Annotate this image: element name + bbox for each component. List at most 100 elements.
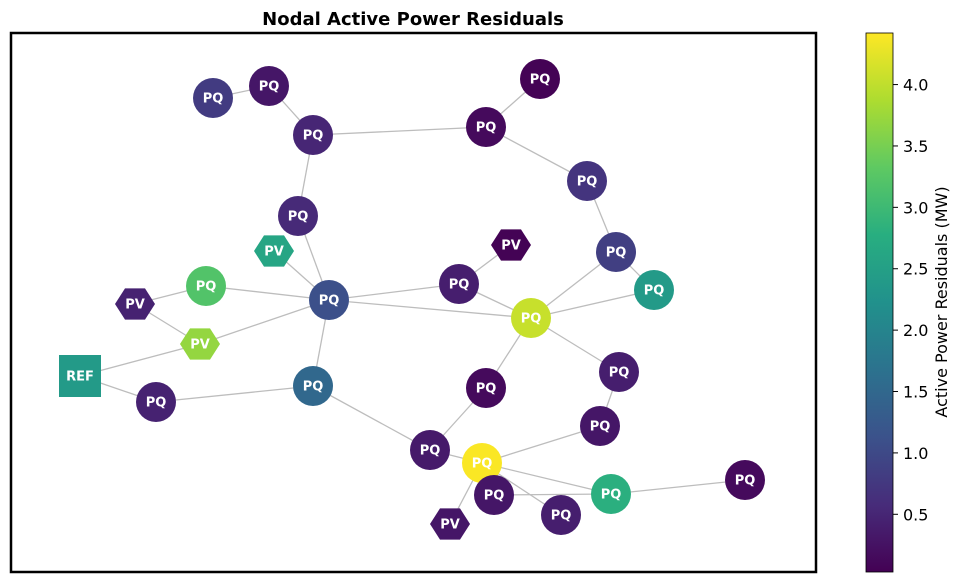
node-marker [580,406,620,446]
edge-n20-n24 [312,385,431,451]
node-label: PQ [319,294,340,309]
node-label: PQ [551,509,572,524]
node-pv-n15: PV [115,288,155,320]
node-label: REF [66,370,94,385]
edge-n16-n14 [205,285,330,301]
node-marker [520,59,560,99]
colorbar: 0.5 1.0 1.5 2.0 2.5 3.0 3.5 4.0 Active Power Re… [865,32,951,573]
node-label: PQ [420,444,441,459]
edge-n16-n13 [328,299,532,319]
node-pq-n9: PQ [596,232,636,272]
colorbar-tick-label: 1.0 [903,444,928,463]
chart-title: Nodal Active Power Residuals [262,9,564,30]
node-marker [439,264,479,304]
node-marker [59,355,101,397]
node-pq-n21: PQ [466,368,506,408]
node-pq-n24: PQ [410,430,450,470]
node-marker [462,443,502,483]
node-marker [567,161,607,201]
node-marker [541,495,581,535]
node-marker [293,366,333,406]
colorbar-tick-label: 0.5 [903,505,928,524]
node-label: PV [440,518,460,533]
node-marker [186,266,226,306]
node-pq-n26: PQ [474,475,514,515]
node-label: PQ [146,396,167,411]
colorbar-tick-label: 1.5 [903,383,928,402]
edge-n29-n30 [610,479,746,495]
node-pv-n27: PV [430,508,470,540]
edge-n10-n13 [530,289,655,319]
colorbar-tick-label: 2.0 [903,321,928,340]
edge-n16-n17 [199,299,330,345]
node-pv-n17: PV [180,328,220,360]
node-label: PQ [606,246,627,261]
node-marker [180,328,220,360]
node-marker [466,368,506,408]
edge-n16-n12 [328,283,460,301]
node-pq-n19: PQ [136,382,176,422]
node-label: PQ [303,380,324,395]
node-marker [309,280,349,320]
node-label: PV [190,338,210,353]
node-pq-n6: PQ [466,107,506,147]
node-marker [410,430,450,470]
node-label: PV [264,245,284,260]
node-marker [254,235,294,267]
node-label: PQ [521,312,542,327]
nodes-layer: PQ PQ PQ PQ PV PQ PQ PQ PQ PQ PV PQ PQ PQ PV PQ PV REF PQ P… [59,59,765,540]
node-label: PQ [196,280,217,295]
node-pq-n3: PQ [293,115,333,155]
node-label: PQ [288,210,309,225]
node-label: PQ [476,121,497,136]
node-label: PQ [590,420,611,435]
colorbar-label: Active Power Residuals (MW) [932,186,951,417]
node-pv-n5: PV [254,235,294,267]
node-pq-n4: PQ [278,196,318,236]
colorbar-tick-label: 4.0 [903,76,928,95]
node-label: PQ [577,175,598,190]
node-marker [136,382,176,422]
node-marker [511,298,551,338]
node-marker [249,66,289,106]
node-pv-n11: PV [491,229,531,261]
node-marker [591,474,631,514]
node-label: PQ [203,92,224,107]
node-marker [115,288,155,320]
colorbar-gradient [865,32,894,573]
node-marker [278,196,318,236]
edge-n3-n6 [312,126,487,136]
node-label: PQ [609,366,630,381]
edge-n25-n29 [481,462,612,495]
node-marker [725,460,765,500]
node-label: PV [501,239,521,254]
node-marker [466,107,506,147]
colorbar-tick-label: 3.0 [903,198,928,217]
node-marker [293,115,333,155]
node-label: PQ [644,284,665,299]
node-pq-n2: PQ [249,66,289,106]
node-pq-n14: PQ [186,266,226,306]
node-pq-n22: PQ [599,352,639,392]
node-label: PV [125,298,145,313]
colorbar-ticks: 0.5 1.0 1.5 2.0 2.5 3.0 3.5 4.0 [893,76,928,524]
node-pq-n12: PQ [439,264,479,304]
node-pq-n23: PQ [580,406,620,446]
colorbar-tick-label: 3.5 [903,137,928,156]
node-pq-n29: PQ [591,474,631,514]
node-ref-n18: REF [59,355,101,397]
node-label: PQ [476,382,497,397]
node-label: PQ [472,457,493,472]
node-pq-n16: PQ [309,280,349,320]
node-marker [596,232,636,272]
node-marker [634,270,674,310]
node-pq-n1: PQ [193,78,233,118]
node-pq-n10: PQ [634,270,674,310]
node-label: PQ [259,80,280,95]
node-marker [193,78,233,118]
node-pq-n13: PQ [511,298,551,338]
node-label: PQ [449,278,470,293]
node-pq-n28: PQ [541,495,581,535]
node-pq-n25: PQ [462,443,502,483]
edge-n23-n25 [481,425,601,464]
